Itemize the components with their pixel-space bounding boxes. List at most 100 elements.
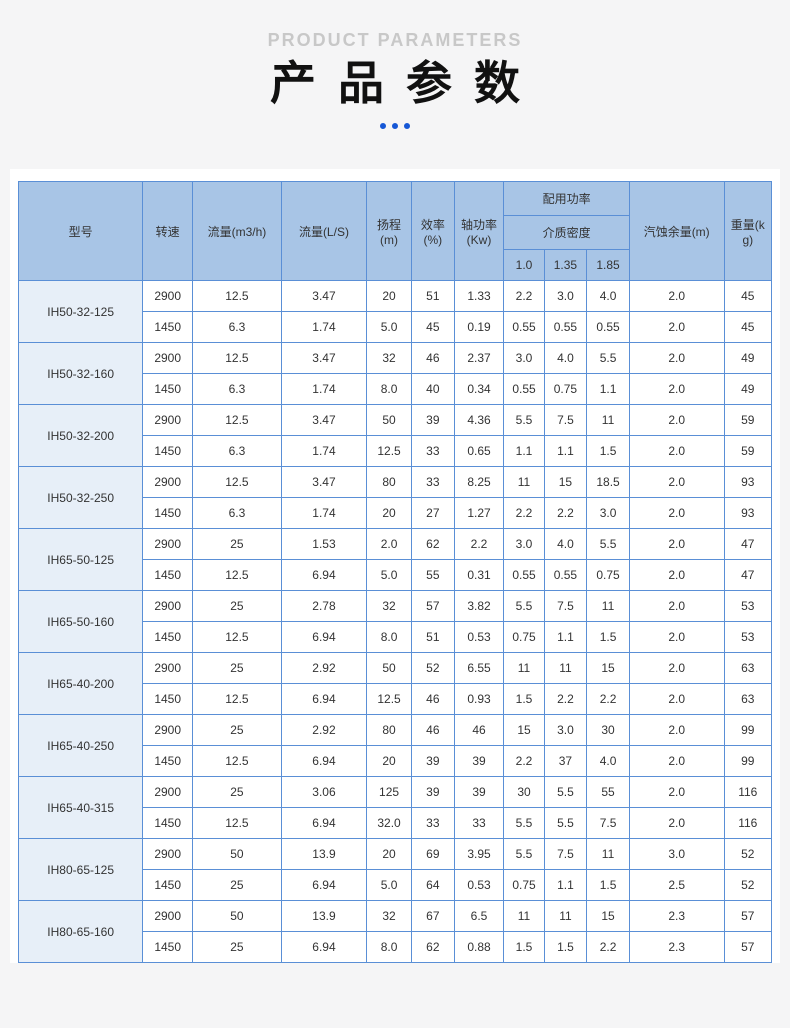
cell-d3: 11	[587, 839, 630, 870]
cell-model: IH65-50-125	[19, 529, 143, 591]
cell-d1: 0.55	[504, 560, 544, 591]
cell-npsh: 3.0	[629, 839, 724, 870]
cell-shaft: 6.5	[454, 901, 504, 932]
table-row: IH50-32-160290012.53.4732462.373.04.05.5…	[19, 343, 772, 374]
cell-speed: 2900	[143, 653, 193, 684]
cell-flow_m3h: 50	[193, 839, 282, 870]
cell-wt: 99	[724, 746, 771, 777]
table-row: IH65-40-2002900252.9250526.551111152.063	[19, 653, 772, 684]
cell-eff: 62	[412, 529, 455, 560]
cell-d1: 5.5	[504, 405, 544, 436]
cell-wt: 59	[724, 436, 771, 467]
cell-d1: 3.0	[504, 529, 544, 560]
cell-speed: 1450	[143, 932, 193, 963]
col-flowls: 流量(L/S)	[281, 182, 366, 281]
cell-flow_m3h: 6.3	[193, 374, 282, 405]
cell-d1: 5.5	[504, 591, 544, 622]
col-density-group: 介质密度	[504, 216, 629, 250]
cell-model: IH50-32-200	[19, 405, 143, 467]
col-d3: 1.85	[587, 250, 630, 281]
cell-flow_ls: 6.94	[281, 932, 366, 963]
cell-flow_ls: 6.94	[281, 808, 366, 839]
cell-d3: 4.0	[587, 746, 630, 777]
table-row: IH50-32-200290012.53.4750394.365.57.5112…	[19, 405, 772, 436]
cell-d1: 11	[504, 653, 544, 684]
col-motor-group: 配用功率	[504, 182, 629, 216]
params-table: 型号 转速 流量(m3/h) 流量(L/S) 扬程(m) 效率(%) 轴功率(K…	[18, 181, 772, 963]
cell-d2: 11	[544, 653, 587, 684]
cell-eff: 67	[412, 901, 455, 932]
cell-flow_m3h: 12.5	[193, 281, 282, 312]
cell-d2: 2.2	[544, 684, 587, 715]
table-row: IH65-40-3152900253.061253939305.5552.011…	[19, 777, 772, 808]
cell-npsh: 2.0	[629, 343, 724, 374]
cell-shaft: 0.53	[454, 870, 504, 901]
cell-head: 32	[367, 343, 412, 374]
cell-d3: 5.5	[587, 343, 630, 374]
cell-flow_m3h: 12.5	[193, 467, 282, 498]
cell-eff: 39	[412, 405, 455, 436]
cell-speed: 1450	[143, 436, 193, 467]
cell-d1: 2.2	[504, 281, 544, 312]
cell-speed: 1450	[143, 560, 193, 591]
cell-shaft: 4.36	[454, 405, 504, 436]
cell-d2: 7.5	[544, 839, 587, 870]
cell-d2: 1.5	[544, 932, 587, 963]
cell-speed: 1450	[143, 498, 193, 529]
cell-flow_ls: 3.47	[281, 343, 366, 374]
cell-model: IH80-65-125	[19, 839, 143, 901]
cell-npsh: 2.0	[629, 622, 724, 653]
cell-d3: 2.2	[587, 932, 630, 963]
cell-model: IH65-50-160	[19, 591, 143, 653]
cell-d3: 1.5	[587, 436, 630, 467]
cell-npsh: 2.0	[629, 529, 724, 560]
cell-d3: 55	[587, 777, 630, 808]
cell-npsh: 2.0	[629, 405, 724, 436]
cell-flow_ls: 6.94	[281, 870, 366, 901]
cell-head: 80	[367, 467, 412, 498]
cell-eff: 51	[412, 622, 455, 653]
cell-d1: 5.5	[504, 808, 544, 839]
cell-d3: 30	[587, 715, 630, 746]
cell-eff: 33	[412, 467, 455, 498]
cell-wt: 57	[724, 932, 771, 963]
cell-npsh: 2.0	[629, 715, 724, 746]
cell-eff: 33	[412, 808, 455, 839]
cell-npsh: 2.0	[629, 591, 724, 622]
cell-head: 20	[367, 498, 412, 529]
cell-wt: 53	[724, 591, 771, 622]
cell-d3: 15	[587, 653, 630, 684]
cell-d3: 1.5	[587, 622, 630, 653]
cell-speed: 1450	[143, 312, 193, 343]
cell-npsh: 2.0	[629, 653, 724, 684]
cell-d1: 0.75	[504, 622, 544, 653]
cell-wt: 99	[724, 715, 771, 746]
cell-d2: 15	[544, 467, 587, 498]
cell-wt: 93	[724, 498, 771, 529]
cell-npsh: 2.3	[629, 932, 724, 963]
dot-icon	[404, 123, 410, 129]
cell-d3: 18.5	[587, 467, 630, 498]
cell-flow_m3h: 25	[193, 870, 282, 901]
cell-eff: 57	[412, 591, 455, 622]
cell-eff: 40	[412, 374, 455, 405]
cell-flow_m3h: 12.5	[193, 746, 282, 777]
cell-head: 20	[367, 839, 412, 870]
cell-eff: 52	[412, 653, 455, 684]
header-dots	[0, 123, 790, 129]
cell-d2: 4.0	[544, 343, 587, 374]
cell-d1: 0.75	[504, 870, 544, 901]
cell-d2: 7.5	[544, 591, 587, 622]
cell-shaft: 3.82	[454, 591, 504, 622]
cell-flow_ls: 3.47	[281, 281, 366, 312]
cell-head: 32	[367, 591, 412, 622]
col-flowm3: 流量(m3/h)	[193, 182, 282, 281]
cell-d3: 4.0	[587, 281, 630, 312]
table-header: 型号 转速 流量(m3/h) 流量(L/S) 扬程(m) 效率(%) 轴功率(K…	[19, 182, 772, 281]
cell-wt: 49	[724, 374, 771, 405]
cell-npsh: 2.0	[629, 560, 724, 591]
cell-d2: 5.5	[544, 777, 587, 808]
cell-flow_ls: 3.47	[281, 467, 366, 498]
cell-model: IH50-32-125	[19, 281, 143, 343]
cell-shaft: 6.55	[454, 653, 504, 684]
